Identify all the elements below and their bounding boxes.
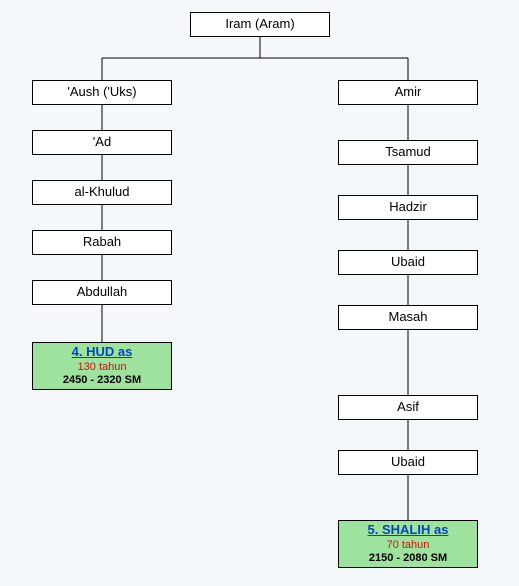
node-label: al-Khulud [75,185,130,200]
node-right-6: Ubaid [338,450,478,475]
node-label: Ubaid [391,455,425,470]
node-label: Asif [397,400,419,415]
prophet-era: 2150 - 2080 SM [369,552,447,565]
prophet-era: 2450 - 2320 SM [63,374,141,387]
node-label: Ubaid [391,255,425,270]
node-right-5: Asif [338,395,478,420]
node-left-prophet: 4. HUD as 130 tahun 2450 - 2320 SM [32,342,172,390]
node-label: Amir [395,85,422,100]
node-left-4: Abdullah [32,280,172,305]
node-right-4: Masah [338,305,478,330]
node-right-3: Ubaid [338,250,478,275]
node-left-0: 'Aush ('Uks) [32,80,172,105]
node-label: Iram (Aram) [225,17,294,32]
node-label: Masah [388,310,427,325]
prophet-age: 70 tahun [387,539,430,552]
node-label: Tsamud [385,145,431,160]
prophet-name: 4. HUD as [72,345,133,360]
node-right-1: Tsamud [338,140,478,165]
node-label: 'Aush ('Uks) [67,85,136,100]
node-label: 'Ad [93,135,111,150]
node-root: Iram (Aram) [190,12,330,37]
node-right-prophet: 5. SHALIH as 70 tahun 2150 - 2080 SM [338,520,478,568]
prophet-age: 130 tahun [78,361,127,374]
node-label: Abdullah [77,285,128,300]
node-right-2: Hadzir [338,195,478,220]
node-label: Hadzir [389,200,427,215]
prophet-name: 5. SHALIH as [368,523,449,538]
node-right-0: Amir [338,80,478,105]
node-left-1: 'Ad [32,130,172,155]
node-left-2: al-Khulud [32,180,172,205]
node-label: Rabah [83,235,121,250]
node-left-3: Rabah [32,230,172,255]
